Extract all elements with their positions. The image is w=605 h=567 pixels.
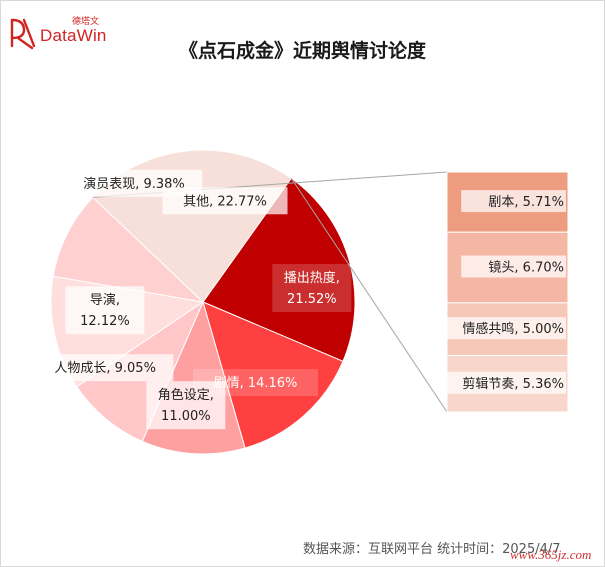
slice-label-0: 播出热度, 21.52% (272, 264, 352, 313)
slice-label-text-0-1: 21.52% (287, 292, 337, 307)
breakdown-label-bg-3 (438, 371, 566, 394)
slice-label-text-1-0: 剧情, 14.16% (214, 376, 298, 391)
slice-label-text-2-0: 角色设定, (158, 387, 214, 403)
slice-label-bg-3 (36, 354, 174, 382)
breakdown-label-bg-1 (461, 255, 566, 278)
slice-label-3: 人物成长, 9.05% (36, 354, 174, 382)
slice-labels: 播出热度, 21.52% 剧情, 14.16%角色设定, 11.00% 人物成长, 9.… (36, 169, 352, 430)
pie-slice-5 (52, 196, 205, 303)
slice-label-bg-0 (272, 264, 352, 313)
slice-label-text-5-0: 演员表现, 9.38% (83, 176, 185, 192)
slice-label-text-6-0: 其他, 22.77% (183, 194, 267, 209)
slice-label-2: 角色设定, 11.00% (146, 381, 226, 430)
breakdown-bar: 剧本, 5.71% 镜头, 6.70% 情感共鸣, 5.00% 剪辑节奏, 5.36% (438, 171, 569, 413)
slice-label-bg-6 (162, 187, 288, 215)
logo-cn-text: 德塔文 (72, 17, 100, 27)
slice-label-text-0-0: 播出热度, (284, 270, 340, 286)
breakdown-label-bg-0 (461, 190, 566, 213)
chart-title: 《点石成金》近期舆情讨论度 (178, 40, 426, 62)
datawin-logo: 德塔文 DataWin (8, 14, 118, 50)
pie-slice-0 (202, 177, 356, 362)
slice-label-bg-2 (146, 381, 226, 430)
slice-label-6: 其他, 22.77% (162, 187, 288, 215)
breakdown-label-1: 镜头, 6.70% (488, 260, 564, 275)
datawin-logo-icon (10, 18, 36, 50)
slice-label-text-2-1: 11.00% (161, 409, 211, 424)
slice-label-text-3-0: 人物成长, 9.05% (54, 361, 156, 376)
breakdown-label-0: 剧本, 5.71% (488, 195, 564, 210)
data-source-footer: 数据来源：互联网平台 统计时间：2025/4/7 (303, 542, 561, 557)
watermark: www.365jz.com (510, 547, 592, 562)
breakdown-label-bg-2 (438, 317, 566, 340)
slice-label-text-4-1: 12.12% (80, 314, 130, 329)
slice-label-text-4-0: 导演, (90, 292, 120, 308)
connector-line-bottom (290, 177, 448, 413)
logo-en-text: DataWin (40, 26, 107, 45)
pie-slice-1 (202, 301, 344, 449)
breakdown-label-2: 情感共鸣, 5.00% (462, 321, 564, 337)
slice-label-4: 导演, 12.12% (65, 286, 145, 335)
slice-label-bg-4 (65, 286, 145, 335)
breakdown-label-3: 剪辑节奏, 5.36% (462, 376, 564, 392)
